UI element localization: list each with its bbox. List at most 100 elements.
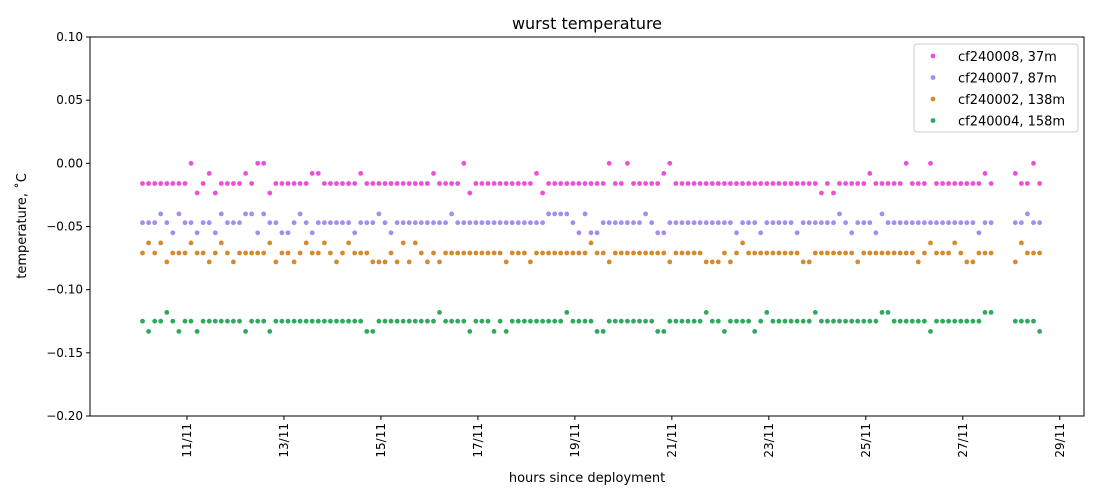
data-point (831, 250, 836, 256)
legend-marker (930, 53, 936, 59)
data-point (570, 181, 576, 186)
data-point (1025, 211, 1030, 217)
y-tick-label: 0.10 (56, 30, 83, 44)
data-point (1037, 220, 1042, 226)
data-point (922, 220, 927, 226)
data-point (418, 181, 424, 186)
data-point (425, 318, 430, 324)
data-point (455, 181, 461, 186)
data-point (709, 220, 715, 226)
data-point (328, 181, 333, 186)
data-point (509, 318, 515, 324)
data-point (449, 318, 454, 324)
data-point (418, 250, 424, 256)
data-point (261, 160, 267, 166)
data-point (782, 250, 788, 256)
data-point (255, 160, 261, 166)
data-point (1012, 318, 1018, 324)
data-point (425, 181, 430, 186)
data-point (940, 318, 945, 324)
data-point (273, 220, 279, 226)
data-point (1025, 318, 1030, 324)
data-point (291, 259, 297, 265)
data-point (188, 240, 194, 246)
data-point (558, 318, 564, 324)
data-point (225, 318, 230, 324)
data-point (146, 240, 152, 246)
data-point (382, 220, 388, 226)
data-point (843, 318, 848, 324)
data-point (382, 259, 388, 265)
data-point (522, 220, 527, 226)
data-point (285, 230, 291, 236)
data-point (322, 181, 327, 186)
data-point (940, 220, 945, 226)
data-point (182, 250, 188, 256)
data-point (625, 318, 630, 324)
data-point (291, 220, 297, 226)
data-point (837, 318, 842, 324)
data-point (964, 318, 970, 324)
data-point (443, 181, 448, 186)
data-point (746, 250, 751, 256)
data-point (279, 250, 285, 256)
data-point (425, 259, 430, 265)
data-point (691, 318, 697, 324)
data-point (952, 318, 958, 324)
data-point (1037, 181, 1042, 186)
data-point (703, 259, 709, 265)
data-point (873, 250, 879, 256)
data-point (576, 318, 582, 324)
data-point (879, 250, 885, 256)
data-point (849, 181, 855, 186)
data-point (952, 220, 958, 226)
data-point (982, 250, 988, 256)
data-point (843, 250, 848, 256)
data-point (431, 220, 436, 226)
data-point (915, 181, 921, 186)
data-point (764, 310, 770, 315)
data-point (285, 181, 291, 186)
data-point (625, 250, 630, 256)
data-point (243, 329, 249, 334)
data-point (267, 329, 273, 334)
data-point (934, 181, 939, 186)
data-point (685, 250, 691, 256)
data-point (885, 310, 891, 315)
data-point (485, 220, 491, 226)
data-point (776, 318, 782, 324)
data-point (346, 240, 351, 246)
data-point (631, 318, 636, 324)
data-point (188, 220, 194, 226)
data-point (715, 318, 721, 324)
data-point (146, 181, 152, 186)
data-point (1019, 220, 1024, 226)
data-point (770, 220, 776, 226)
data-point (479, 220, 485, 226)
data-point (261, 250, 267, 256)
data-point (734, 230, 739, 236)
data-point (976, 181, 982, 186)
data-point (497, 318, 503, 324)
data-point (867, 250, 873, 256)
data-point (394, 220, 400, 226)
data-point (728, 259, 733, 265)
data-point (394, 259, 400, 265)
data-point (740, 181, 745, 186)
data-point (685, 220, 691, 226)
data-points (140, 160, 1042, 334)
y-axis: 0.10 0.05 0.00 −0.05 −0.10 −0.15 −0.20 (46, 30, 90, 423)
data-point (206, 318, 212, 324)
data-point (582, 211, 588, 217)
data-point (649, 250, 655, 256)
data-point (212, 250, 218, 256)
data-point (315, 220, 321, 226)
data-point (618, 220, 624, 226)
data-point (515, 181, 521, 186)
data-point (170, 181, 176, 186)
data-point (388, 250, 394, 256)
data-point (958, 181, 964, 186)
data-point (140, 181, 145, 186)
data-point (267, 220, 273, 226)
data-point (503, 181, 509, 186)
